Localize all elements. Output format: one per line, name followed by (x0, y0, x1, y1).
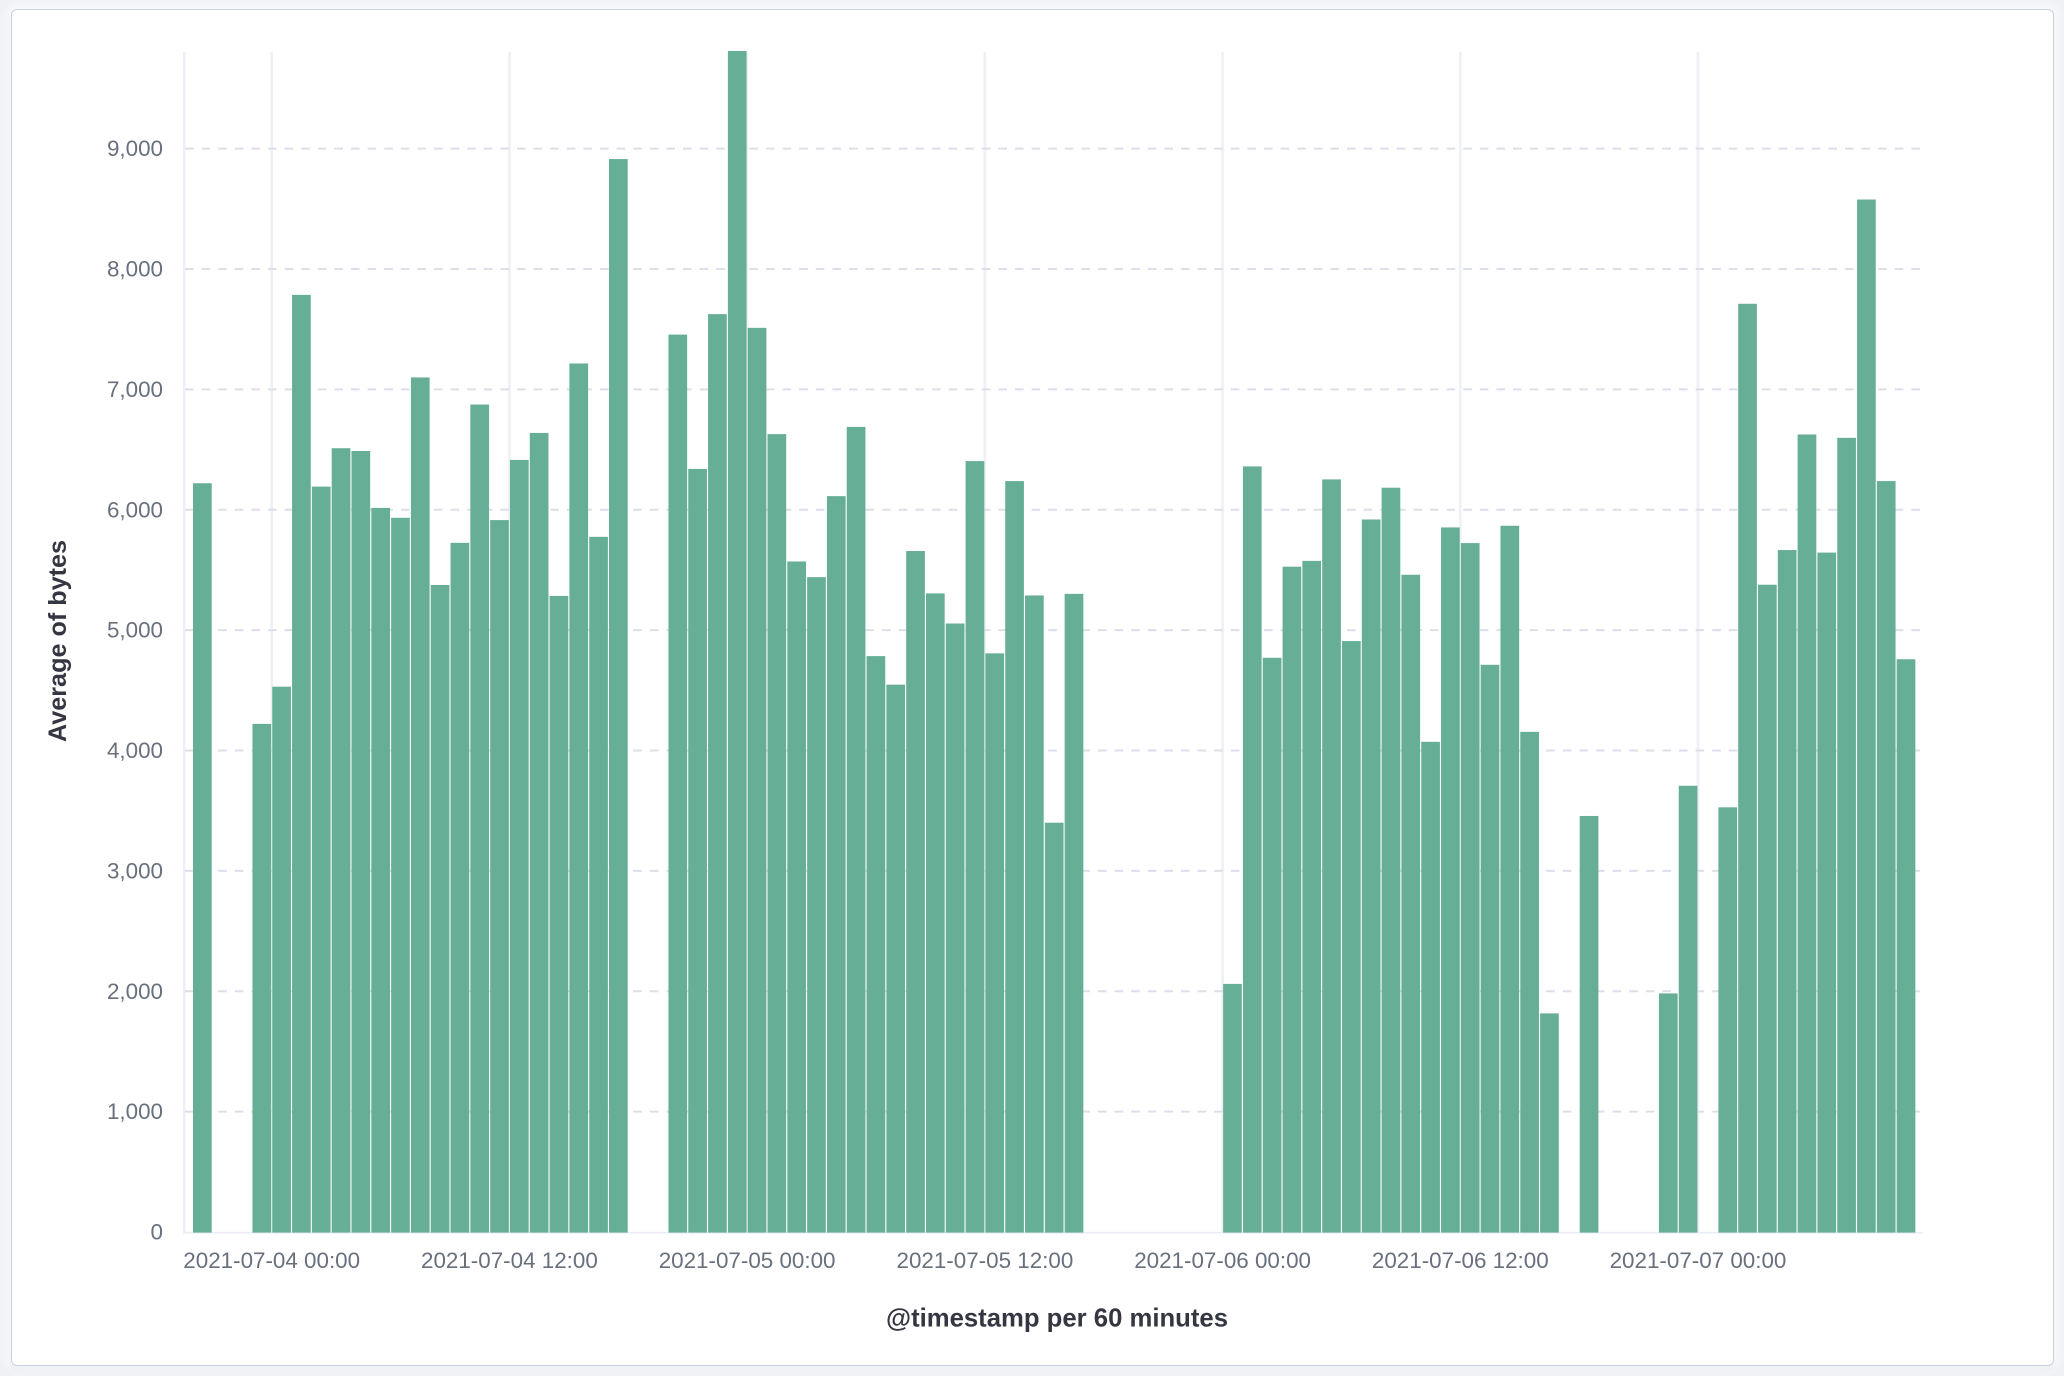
svg-text:7,000: 7,000 (107, 377, 163, 402)
svg-text:2021-07-04 00:00: 2021-07-04 00:00 (183, 1248, 360, 1273)
svg-text:1,000: 1,000 (107, 1099, 163, 1124)
svg-text:3,000: 3,000 (107, 858, 163, 883)
svg-text:4,000: 4,000 (107, 738, 163, 763)
svg-text:2021-07-04 12:00: 2021-07-04 12:00 (421, 1248, 598, 1273)
svg-text:@timestamp per 60 minutes: @timestamp per 60 minutes (886, 1305, 1228, 1333)
svg-text:6,000: 6,000 (107, 497, 163, 522)
svg-text:5,000: 5,000 (107, 618, 163, 643)
svg-text:2021-07-05 00:00: 2021-07-05 00:00 (659, 1248, 836, 1273)
svg-text:9,000: 9,000 (107, 136, 163, 161)
svg-text:2021-07-05 12:00: 2021-07-05 12:00 (897, 1248, 1074, 1273)
svg-text:2021-07-06 12:00: 2021-07-06 12:00 (1372, 1248, 1549, 1273)
svg-text:8,000: 8,000 (107, 257, 163, 282)
svg-text:2,000: 2,000 (107, 979, 163, 1004)
svg-text:2021-07-06 00:00: 2021-07-06 00:00 (1134, 1248, 1311, 1273)
svg-text:Average of bytes: Average of bytes (44, 540, 72, 742)
svg-text:2021-07-07 00:00: 2021-07-07 00:00 (1610, 1248, 1787, 1273)
svg-text:0: 0 (151, 1220, 163, 1245)
